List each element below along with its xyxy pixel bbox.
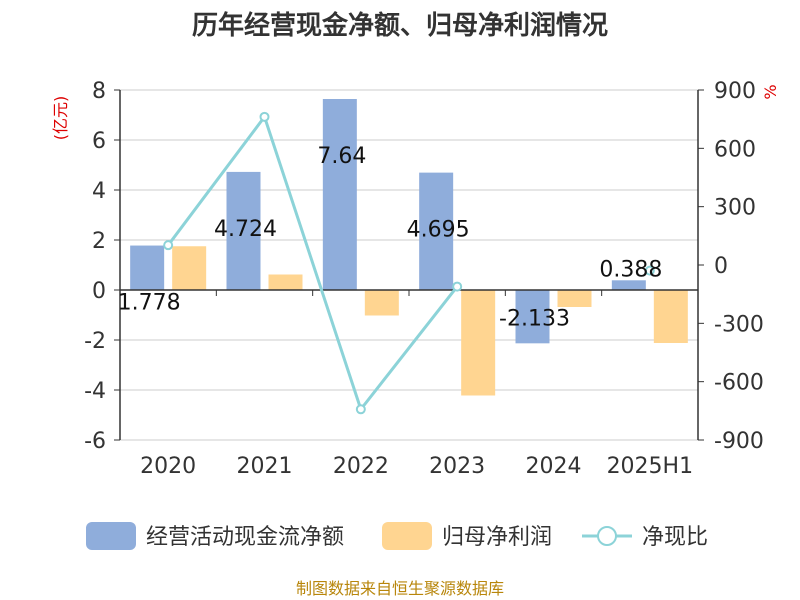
ratio-point-2020 bbox=[163, 240, 174, 251]
bar-netprofit-2021 bbox=[268, 274, 303, 290]
legend: 经营活动现金流净额 归母净利润 净现比 bbox=[86, 522, 708, 550]
bar-cashflow-2020 bbox=[130, 245, 165, 290]
data-label-cashflow-2025H1: 0.388 bbox=[599, 257, 662, 282]
right-tick-label: 0 bbox=[714, 254, 728, 279]
chart-title: 历年经营现金净额、归母净利润情况 bbox=[192, 10, 608, 41]
left-tick-label: -2 bbox=[84, 329, 106, 354]
bar-netprofit-2022 bbox=[364, 290, 399, 316]
ratio-point-2022 bbox=[355, 404, 366, 415]
x-tick-label: 2022 bbox=[333, 454, 389, 479]
bar-cashflow-2023 bbox=[419, 172, 454, 290]
bar-cashflow-2021 bbox=[226, 171, 261, 290]
legend-label-ratio: 净现比 bbox=[642, 525, 708, 550]
right-tick-label: -300 bbox=[714, 312, 764, 337]
ratio-line-segment-0 bbox=[166, 113, 459, 413]
left-tick-label: -4 bbox=[84, 379, 106, 404]
legend-label-netprofit: 归母净利润 bbox=[442, 525, 552, 550]
left-tick-label: 4 bbox=[92, 179, 106, 204]
data-label-cashflow-2021: 4.724 bbox=[214, 217, 277, 242]
legend-swatch-cashflow bbox=[86, 522, 136, 550]
x-tick-label: 2025H1 bbox=[607, 454, 694, 479]
right-tick-label: 300 bbox=[714, 196, 756, 221]
data-label-cashflow-2020: 1.778 bbox=[118, 291, 181, 316]
bar-netprofit-2020 bbox=[172, 246, 207, 290]
right-tick-label: 900 bbox=[714, 79, 756, 104]
ratio-line-layer bbox=[163, 111, 655, 415]
bar-cashflow-2025H1 bbox=[611, 280, 646, 290]
right-tick-label: -600 bbox=[714, 371, 764, 396]
bar-netprofit-2025H1 bbox=[653, 290, 688, 343]
bar-cashflow-2024 bbox=[515, 290, 550, 344]
data-labels-layer: 1.778 4.724 7.64 4.695 -2.133 0.388 bbox=[118, 144, 663, 331]
data-label-cashflow-2022: 7.64 bbox=[317, 144, 366, 169]
legend-swatch-ratio-marker bbox=[597, 526, 617, 546]
left-axis-unit: (亿元) bbox=[51, 96, 70, 141]
data-label-cashflow-2023: 4.695 bbox=[407, 218, 470, 243]
left-tick-label: 2 bbox=[92, 229, 106, 254]
bar-cashflow-2022 bbox=[322, 99, 357, 290]
x-tick-label: 2023 bbox=[429, 454, 485, 479]
bar-netprofit-2023 bbox=[461, 290, 496, 396]
right-axis-unit: % bbox=[761, 84, 780, 99]
legend-label-cashflow: 经营活动现金流净额 bbox=[146, 525, 344, 550]
x-tick-label: 2020 bbox=[140, 454, 196, 479]
x-tick-label: 2021 bbox=[237, 454, 293, 479]
left-tick-label: 0 bbox=[92, 279, 106, 304]
ratio-point-2021 bbox=[259, 111, 270, 122]
left-tick-label: 6 bbox=[92, 129, 106, 154]
right-tick-label: 600 bbox=[714, 137, 756, 162]
left-tick-label: -6 bbox=[84, 429, 106, 454]
left-tick-label: 8 bbox=[92, 79, 106, 104]
bars-layer bbox=[130, 99, 688, 396]
data-source: 制图数据来自恒生聚源数据库 bbox=[296, 579, 504, 598]
bar-netprofit-2024 bbox=[557, 290, 592, 307]
right-tick-label: -900 bbox=[714, 429, 764, 454]
axes-layer: -6 -4 -2 0 2 4 6 8 -900 -600 -300 0 300 600 900 2020 202… bbox=[84, 79, 764, 479]
x-tick-label: 2024 bbox=[526, 454, 582, 479]
ratio-point-2025H1 bbox=[644, 265, 655, 276]
ratio-point-2023 bbox=[452, 281, 463, 292]
legend-swatch-netprofit bbox=[382, 522, 432, 550]
data-label-cashflow-2024: -2.133 bbox=[499, 306, 570, 331]
